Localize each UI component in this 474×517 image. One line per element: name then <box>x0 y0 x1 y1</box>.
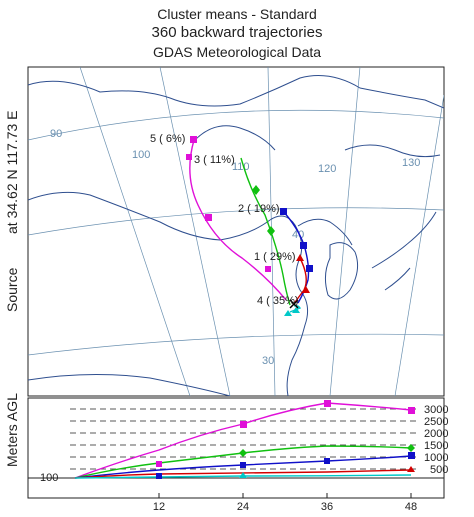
coastlines <box>28 75 444 396</box>
profile-markers <box>156 400 415 479</box>
lat-label-30: 30 <box>262 355 274 367</box>
trajectory-cluster-3 <box>240 157 291 306</box>
marker-cluster-2 <box>280 208 287 215</box>
profile-marker <box>324 400 331 407</box>
marker-cluster-3 <box>252 185 260 195</box>
y-tick-2500: 2500 <box>424 416 448 428</box>
cluster-label-3: 3 ( 11%) <box>194 154 235 166</box>
lon-label-120: 120 <box>318 163 336 175</box>
graticule <box>28 67 444 396</box>
lon-label-90: 90 <box>50 128 62 140</box>
marker-cluster-5 <box>265 266 271 272</box>
cluster-label-2: 2 ( 19%) <box>238 203 280 215</box>
trajectory-cluster-5 <box>189 139 287 301</box>
y-tick-3000: 3000 <box>424 404 448 416</box>
marker-cluster-1 <box>302 286 310 293</box>
y-tick-1500: 1500 <box>424 440 448 452</box>
map-frame <box>27 66 445 397</box>
x-tick-24: 24 <box>237 501 249 513</box>
marker-cluster-2 <box>306 265 313 272</box>
marker-cluster-5 <box>205 214 212 221</box>
marker-cluster-3 <box>267 226 275 236</box>
source-star-icon <box>289 299 299 309</box>
chart-title-line3: GDAS Meteorological Data <box>152 44 322 60</box>
profile-marker <box>240 421 247 428</box>
x-tick-36: 36 <box>321 501 333 513</box>
profile-marker <box>407 466 415 472</box>
marker-cluster-4 <box>284 310 292 316</box>
lon-label-130: 130 <box>402 157 420 169</box>
marker-cluster-5 <box>190 136 197 143</box>
y-tick-1000: 1000 <box>424 452 448 464</box>
marker-cluster-4 <box>292 307 300 313</box>
profile-x-ticks: 12 24 36 48 <box>153 501 417 513</box>
y-tick-500: 500 <box>430 464 448 476</box>
x-tick-48: 48 <box>405 501 417 513</box>
marker-cluster-5 <box>186 154 192 160</box>
profile-marker <box>239 449 247 457</box>
profile-x-tick-marks <box>158 493 412 498</box>
cluster-label-5: 5 ( 6%) <box>150 133 185 145</box>
profile-marker <box>408 407 415 414</box>
profile-marker <box>156 473 162 479</box>
cluster-label-4: 4 ( 35%) <box>257 295 299 307</box>
profile-frame <box>27 397 445 499</box>
chart-title-line1: Cluster means - Standard <box>157 6 317 22</box>
profile-marker <box>408 452 415 459</box>
profile-marker <box>156 461 162 467</box>
lon-label-100: 100 <box>132 149 150 161</box>
map-content: 90 100 110 120 130 40 30 <box>28 67 444 396</box>
y-tick-2000: 2000 <box>424 428 448 440</box>
profile-marker <box>239 472 247 478</box>
cluster-labels: 5 ( 6%) 3 ( 11%) 2 ( 19%) 1 ( 29%) 4 ( 3… <box>150 133 299 307</box>
profile-marker <box>407 444 415 452</box>
profile-marker <box>324 458 330 464</box>
marker-cluster-1 <box>296 254 304 261</box>
marker-cluster-2 <box>300 242 307 249</box>
profile-y-ticks: 3000 2500 2000 1500 1000 500 100 <box>40 404 448 484</box>
profile-marker <box>240 462 246 468</box>
chart-title-line2: 360 backward trajectories <box>151 24 323 41</box>
y-tick-100: 100 <box>40 472 58 484</box>
x-tick-12: 12 <box>153 501 165 513</box>
cluster-label-1: 1 ( 29%) <box>254 251 296 263</box>
trajectory-markers <box>186 136 313 316</box>
